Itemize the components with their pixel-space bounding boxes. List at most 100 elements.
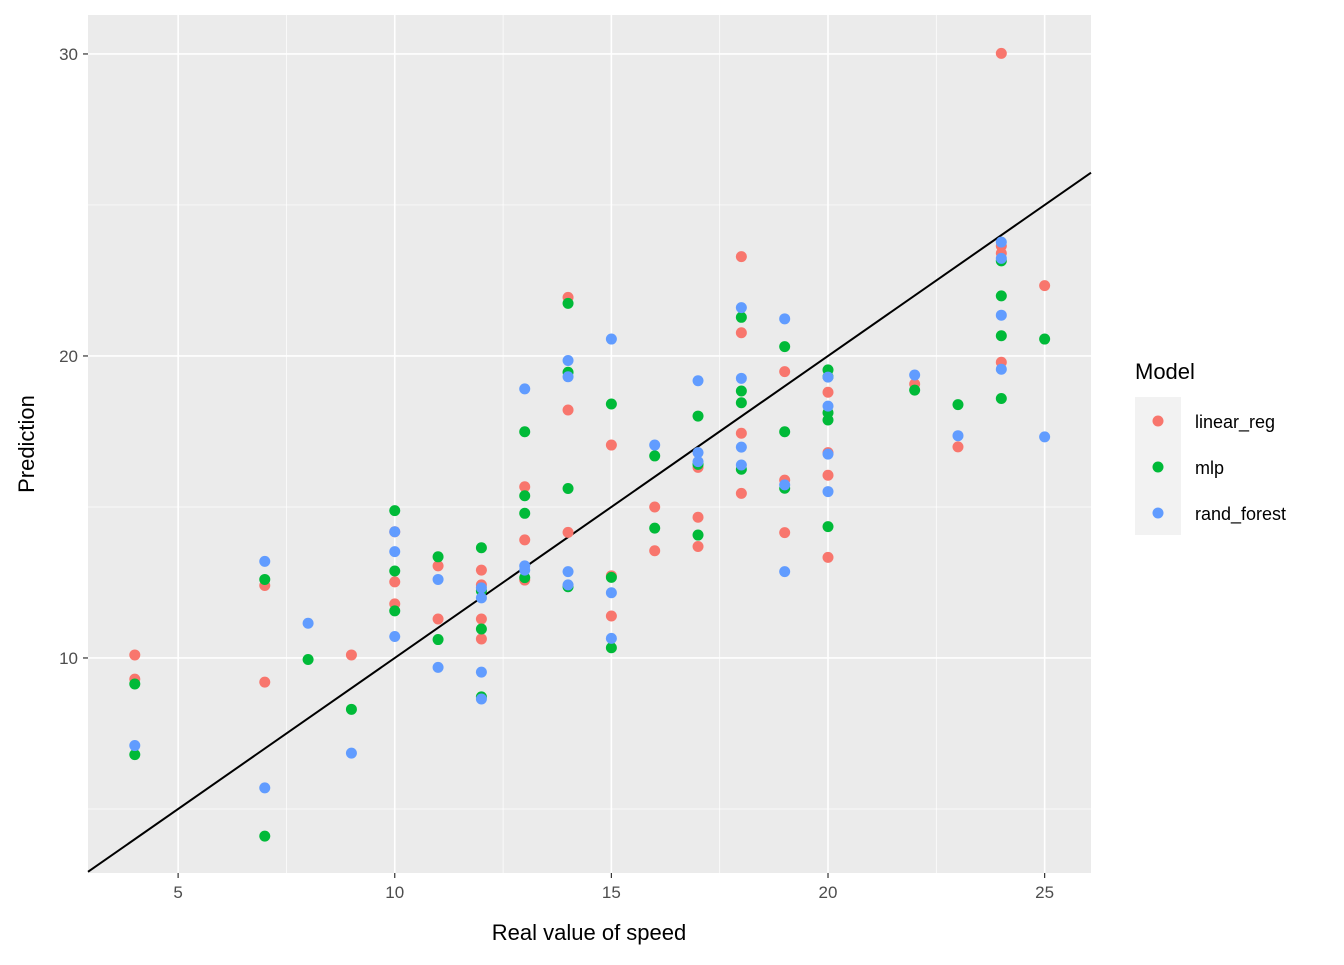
x-tick-label: 25 (1035, 883, 1054, 902)
point-linear_reg (692, 541, 704, 553)
point-rand_forest (475, 666, 487, 678)
point-rand_forest (475, 592, 487, 604)
point-mlp (692, 410, 704, 422)
point-linear_reg (605, 610, 617, 622)
point-linear_reg (649, 501, 661, 513)
point-linear_reg (1039, 280, 1051, 292)
point-rand_forest (822, 448, 834, 460)
point-rand_forest (562, 566, 574, 578)
point-rand_forest (259, 555, 271, 567)
point-mlp (822, 414, 834, 426)
x-tick-label: 15 (602, 883, 621, 902)
point-rand_forest (605, 587, 617, 599)
point-mlp (519, 572, 531, 584)
point-linear_reg (735, 487, 747, 499)
point-linear_reg (432, 613, 444, 625)
point-rand_forest (519, 383, 531, 395)
point-rand_forest (475, 693, 487, 705)
point-linear_reg (735, 427, 747, 439)
point-linear_reg (822, 469, 834, 481)
point-mlp (432, 634, 444, 646)
point-linear_reg (735, 251, 747, 263)
point-rand_forest (952, 430, 964, 442)
legend-label-rand_forest: rand_forest (1195, 504, 1286, 525)
point-linear_reg (822, 551, 834, 563)
point-rand_forest (389, 526, 401, 538)
point-mlp (909, 384, 921, 396)
point-rand_forest (389, 546, 401, 558)
point-mlp (952, 399, 964, 411)
y-tick-label: 10 (59, 649, 78, 668)
x-tick-label: 10 (385, 883, 404, 902)
point-mlp (389, 565, 401, 577)
y-axis-title: Prediction (14, 395, 39, 493)
point-rand_forest (519, 564, 531, 576)
legend-key-mlp (1152, 461, 1164, 473)
point-mlp (779, 341, 791, 353)
point-linear_reg (519, 481, 531, 493)
point-rand_forest (735, 372, 747, 384)
legend-label-mlp: mlp (1195, 458, 1224, 478)
series-mlp (129, 255, 1051, 842)
point-rand_forest (995, 236, 1007, 248)
point-rand_forest (562, 371, 574, 383)
legend-key-linear_reg (1152, 415, 1164, 427)
point-mlp (259, 573, 271, 585)
point-linear_reg (432, 560, 444, 572)
point-rand_forest (605, 632, 617, 644)
point-mlp (605, 642, 617, 654)
point-mlp (345, 703, 357, 715)
point-linear_reg (649, 545, 661, 557)
point-linear_reg (345, 649, 357, 661)
point-rand_forest (692, 447, 704, 459)
point-mlp (1039, 333, 1051, 345)
point-mlp (519, 507, 531, 519)
point-mlp (129, 678, 141, 690)
point-mlp (649, 450, 661, 462)
point-mlp (475, 542, 487, 554)
point-mlp (735, 311, 747, 323)
point-mlp (605, 571, 617, 583)
point-linear_reg (735, 327, 747, 339)
plot-panel (88, 15, 1091, 873)
point-mlp (562, 483, 574, 495)
point-linear_reg (389, 576, 401, 588)
point-mlp (389, 505, 401, 517)
point-linear_reg (259, 676, 271, 688)
point-mlp (735, 385, 747, 397)
point-mlp (432, 551, 444, 563)
point-rand_forest (995, 363, 1007, 375)
legend-label-linear_reg: linear_reg (1195, 412, 1275, 433)
point-rand_forest (1039, 431, 1051, 443)
point-linear_reg (995, 47, 1007, 59)
point-mlp (129, 749, 141, 761)
point-rand_forest (995, 252, 1007, 264)
point-linear_reg (519, 534, 531, 546)
point-linear_reg (779, 366, 791, 378)
point-rand_forest (822, 400, 834, 412)
legend-title: Model (1135, 359, 1195, 384)
point-linear_reg (562, 404, 574, 416)
x-axis-title: Real value of speed (492, 920, 686, 945)
point-mlp (779, 426, 791, 438)
point-rand_forest (432, 661, 444, 673)
point-mlp (259, 830, 271, 842)
identity-line (87, 171, 1092, 873)
point-rand_forest (562, 579, 574, 591)
series-rand_forest (129, 236, 1051, 794)
point-mlp (822, 521, 834, 533)
point-rand_forest (735, 459, 747, 471)
point-rand_forest (735, 302, 747, 314)
point-mlp (995, 290, 1007, 302)
point-rand_forest (822, 371, 834, 383)
point-rand_forest (735, 441, 747, 453)
point-linear_reg (475, 613, 487, 625)
point-rand_forest (129, 740, 141, 752)
point-rand_forest (909, 369, 921, 381)
point-linear_reg (475, 633, 487, 645)
point-linear_reg (952, 441, 964, 453)
data-points (129, 47, 1051, 842)
point-rand_forest (779, 566, 791, 578)
point-linear_reg (562, 526, 574, 538)
